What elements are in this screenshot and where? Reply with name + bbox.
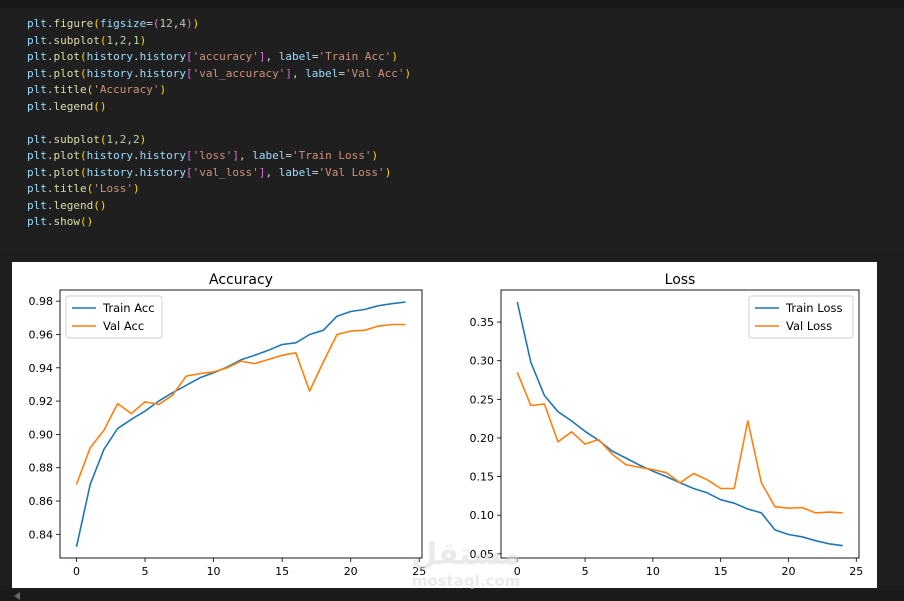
- x-tick-label: 10: [207, 565, 221, 578]
- code-line: [27, 115, 411, 132]
- x-tick-label: 5: [582, 565, 589, 578]
- y-tick-label: 0.90: [29, 428, 54, 441]
- matplotlib-figure: Accuracy 0 5 10 15 20 25 0.84 0.86 0.88 0.90 0.92 0.…: [29, 272, 864, 578]
- code-line: plt.figure(figsize=(12,4)): [27, 17, 200, 30]
- axes-frame: [59, 289, 423, 559]
- y-tick-label: 0.96: [29, 328, 54, 341]
- bottom-bar: [0, 590, 904, 601]
- y-tick-label: 0.10: [470, 509, 495, 522]
- series-line-train-loss: [516, 301, 843, 547]
- series-line-val-acc: [75, 323, 406, 485]
- legend-box: [748, 295, 854, 339]
- legend: Train Loss Val Loss: [748, 295, 854, 339]
- y-tick-label: 0.25: [470, 393, 495, 406]
- y-tick-label: 0.30: [470, 355, 495, 368]
- code-cell[interactable]: plt.figure(figsize=(12,4)) plt.subplot(1,…: [0, 8, 904, 253]
- x-tick-label: 20: [781, 565, 795, 578]
- legend-label: Train Acc: [102, 301, 155, 315]
- chart-loss: Loss 0 5 10 15 20 25 0.05 0.10 0.15 0.20 0.25 0.30 0.…: [470, 272, 864, 578]
- series-line-val-loss: [516, 371, 843, 514]
- legend: Train Acc Val Acc: [65, 295, 163, 339]
- chart-accuracy: Accuracy 0 5 10 15 20 25 0.84 0.86 0.88 0.90 0.92 0.…: [29, 272, 427, 578]
- code-line: plt.title('Accuracy'): [27, 83, 167, 96]
- code-line: plt.plot(history.history['val_accuracy']…: [27, 66, 412, 80]
- y-tick-label: 0.98: [29, 295, 54, 308]
- chart-title: Loss: [665, 272, 696, 288]
- x-tick-label: 0: [514, 565, 521, 578]
- x-tick-label: 15: [714, 565, 728, 578]
- y-tick-label: 0.15: [470, 471, 495, 484]
- code-line: plt.legend(): [27, 198, 107, 212]
- code-line: plt.show(): [27, 215, 94, 228]
- code-editor[interactable]: plt.figure(figsize=(12,4)) plt.subplot(1,…: [27, 16, 411, 231]
- x-tick-label: 0: [73, 565, 80, 578]
- x-tick-label: 20: [344, 565, 358, 578]
- y-tick-label: 0.05: [470, 548, 495, 561]
- y-tick-label: 0.94: [29, 362, 54, 375]
- y-tick-label: 0.84: [29, 528, 54, 541]
- y-tick-label: 0.92: [29, 395, 54, 408]
- axes-frame: [500, 289, 860, 559]
- y-tick-label: 0.88: [29, 462, 54, 475]
- cell-output: Accuracy 0 5 10 15 20 25 0.84 0.86 0.88 0.90 0.92 0.…: [12, 262, 877, 588]
- y-tick-label: 0.86: [29, 495, 54, 508]
- y-tick-label: 0.35: [470, 316, 495, 329]
- chart-title: Accuracy: [209, 272, 273, 288]
- code-line: plt.subplot(1,2,1): [27, 33, 147, 47]
- x-tick-label: 5: [142, 565, 149, 578]
- x-tick-label: 10: [646, 565, 660, 578]
- y-tick-label: 0.20: [470, 432, 495, 445]
- code-line: plt.legend(): [27, 99, 107, 113]
- x-tick-label: 25: [412, 565, 426, 578]
- scroll-left-arrow-icon[interactable]: [14, 592, 20, 600]
- series-line-train-acc: [75, 301, 406, 547]
- x-tick-label: 15: [275, 565, 289, 578]
- code-line: plt.plot(history.history['val_loss'], la…: [27, 165, 392, 179]
- code-line: plt.title('Loss'): [27, 182, 140, 195]
- x-tick-label: 25: [849, 565, 863, 578]
- legend-box: [65, 295, 163, 339]
- code-line: plt.subplot(1,2,2): [27, 132, 147, 146]
- code-line: plt.plot(history.history['loss'], label=…: [27, 149, 379, 162]
- code-line: plt.plot(history.history['accuracy'], la…: [27, 50, 398, 63]
- legend-label: Train Loss: [785, 301, 842, 315]
- legend-label: Val Loss: [786, 319, 832, 333]
- legend-label: Val Acc: [103, 319, 144, 333]
